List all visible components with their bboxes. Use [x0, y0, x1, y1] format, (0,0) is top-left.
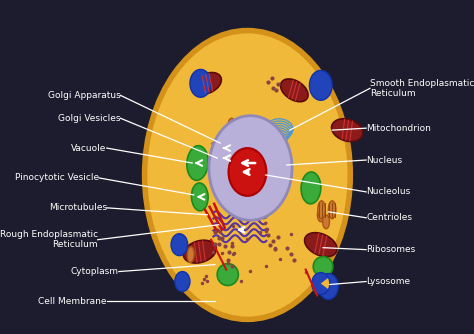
Ellipse shape	[191, 183, 208, 211]
Ellipse shape	[310, 70, 332, 100]
Ellipse shape	[328, 201, 336, 219]
Ellipse shape	[145, 31, 350, 319]
Text: Smooth Endoplasmatic
Reticulum: Smooth Endoplasmatic Reticulum	[370, 78, 474, 98]
Ellipse shape	[187, 146, 208, 180]
Text: Rough Endoplasmatic
Reticulum: Rough Endoplasmatic Reticulum	[0, 230, 98, 249]
Ellipse shape	[301, 172, 321, 204]
Ellipse shape	[331, 119, 363, 142]
Text: Ribosomes: Ribosomes	[366, 245, 415, 254]
Ellipse shape	[323, 215, 329, 229]
Text: Centrioles: Centrioles	[366, 213, 412, 222]
Ellipse shape	[175, 272, 190, 292]
Ellipse shape	[228, 148, 266, 196]
Ellipse shape	[217, 264, 238, 286]
Text: Nucleolus: Nucleolus	[366, 187, 410, 196]
Text: Mitochondrion: Mitochondrion	[366, 124, 431, 133]
Ellipse shape	[313, 257, 333, 277]
Text: Nucleus: Nucleus	[366, 156, 402, 165]
Ellipse shape	[318, 208, 324, 222]
Ellipse shape	[228, 118, 235, 136]
Ellipse shape	[305, 233, 337, 257]
Ellipse shape	[312, 273, 330, 295]
Ellipse shape	[171, 234, 188, 256]
Ellipse shape	[281, 79, 308, 102]
Ellipse shape	[190, 69, 211, 97]
Ellipse shape	[319, 274, 338, 300]
Ellipse shape	[209, 116, 292, 220]
Ellipse shape	[233, 133, 241, 151]
Ellipse shape	[187, 247, 194, 263]
Ellipse shape	[318, 201, 325, 219]
Ellipse shape	[193, 72, 221, 94]
Text: Microtubules: Microtubules	[49, 203, 107, 212]
Text: Cytoplasm: Cytoplasm	[71, 267, 119, 276]
Wedge shape	[321, 278, 329, 289]
Text: Lysosome: Lysosome	[366, 277, 410, 286]
Text: Vacuole: Vacuole	[72, 144, 107, 153]
Text: Golgi Vesicles: Golgi Vesicles	[58, 114, 120, 123]
Ellipse shape	[183, 240, 216, 263]
Text: Golgi Apparatus: Golgi Apparatus	[47, 91, 120, 100]
Text: Pinocytotic Vesicle: Pinocytotic Vesicle	[15, 173, 99, 182]
Text: Cell Membrane: Cell Membrane	[38, 297, 107, 306]
